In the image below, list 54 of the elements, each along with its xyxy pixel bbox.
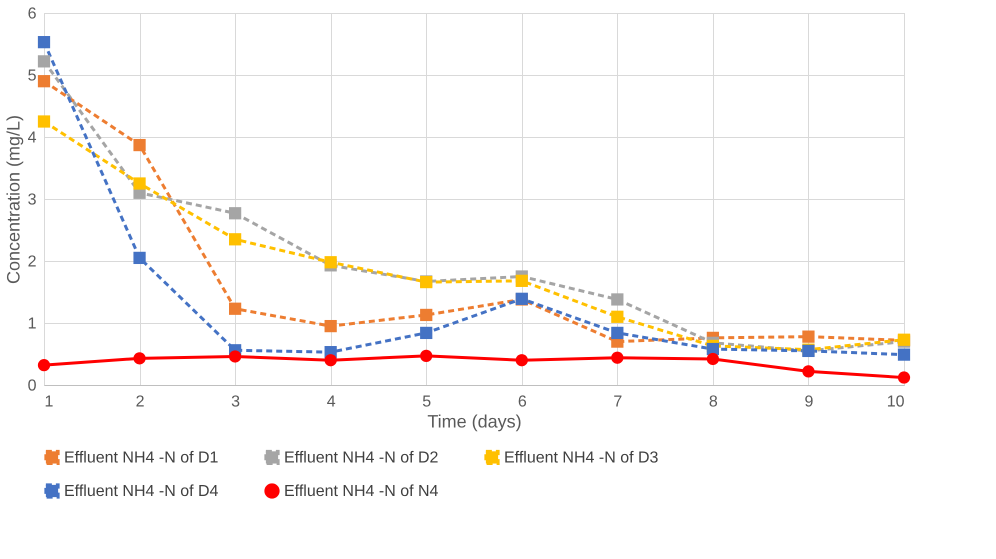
point xyxy=(228,233,242,246)
point xyxy=(228,302,242,315)
point xyxy=(420,350,432,362)
point xyxy=(38,55,50,68)
y-tick-label: 0 xyxy=(28,378,37,394)
point xyxy=(133,138,146,152)
point xyxy=(611,293,624,306)
legend-label: Effluent NH4 -N of D1 xyxy=(64,449,219,466)
x-tick-label: 2 xyxy=(136,394,145,410)
x-tick-label: 7 xyxy=(613,394,622,410)
point xyxy=(898,371,910,384)
point xyxy=(133,352,146,364)
legend-label: Effluent NH4 -N of D3 xyxy=(504,449,659,466)
point xyxy=(420,308,432,322)
legend-label: Effluent NH4 -N of D4 xyxy=(64,483,219,500)
x-tick-label: 5 xyxy=(422,394,432,410)
x-axis-title: Time (days) xyxy=(427,412,522,432)
point xyxy=(898,348,910,361)
point xyxy=(611,310,624,323)
point xyxy=(133,252,146,264)
point xyxy=(324,354,337,366)
point xyxy=(611,326,624,340)
legend-label: Effluent NH4 -N of D2 xyxy=(284,449,439,466)
point xyxy=(228,350,242,363)
point xyxy=(420,326,432,340)
y-tick-label: 6 xyxy=(28,6,37,22)
point xyxy=(611,352,624,364)
point xyxy=(324,320,337,332)
point xyxy=(516,274,528,287)
x-tick-label: 9 xyxy=(804,394,814,410)
legend-label: Effluent NH4 -N of N4 xyxy=(284,483,439,500)
point xyxy=(133,177,146,190)
y-tick-label: 1 xyxy=(28,316,37,332)
y-tick-label: 3 xyxy=(28,192,37,208)
point xyxy=(38,36,50,48)
y-tick-label: 5 xyxy=(28,68,37,84)
point xyxy=(802,365,815,378)
x-tick-label: 10 xyxy=(886,394,905,410)
point xyxy=(324,256,337,268)
point xyxy=(228,207,242,220)
x-tick-label: 4 xyxy=(326,394,336,410)
point xyxy=(802,330,815,343)
x-tick-label: 8 xyxy=(708,394,718,410)
x-tick-label: 1 xyxy=(44,394,54,410)
point xyxy=(516,354,528,366)
point xyxy=(38,359,50,372)
point xyxy=(38,115,50,128)
x-tick-label: 6 xyxy=(518,394,527,410)
y-axis-title: Concentration (mg/L) xyxy=(4,114,24,284)
y-tick-label: 2 xyxy=(28,254,37,270)
x-tick-label: 3 xyxy=(231,394,240,410)
y-tick-label: 4 xyxy=(28,130,37,146)
point xyxy=(38,75,50,88)
point xyxy=(706,352,720,366)
